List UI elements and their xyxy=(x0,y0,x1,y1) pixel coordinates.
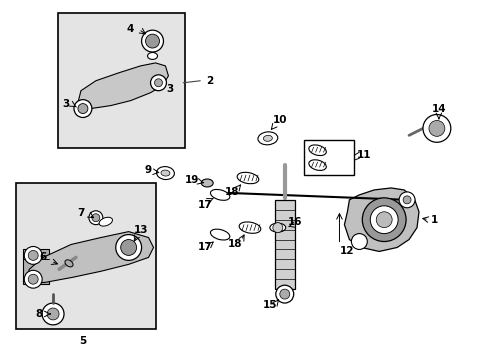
Text: 5: 5 xyxy=(79,336,86,346)
Text: 18: 18 xyxy=(224,187,239,197)
Circle shape xyxy=(279,289,289,299)
Circle shape xyxy=(145,34,159,48)
Circle shape xyxy=(402,196,410,204)
Text: 1: 1 xyxy=(430,215,438,225)
Circle shape xyxy=(24,247,42,264)
Text: 17: 17 xyxy=(198,243,212,252)
Circle shape xyxy=(275,285,293,303)
Circle shape xyxy=(47,308,59,320)
Circle shape xyxy=(74,100,92,117)
Ellipse shape xyxy=(239,222,260,233)
Ellipse shape xyxy=(269,223,285,232)
Circle shape xyxy=(422,114,450,142)
Bar xyxy=(303,140,354,175)
Text: 17: 17 xyxy=(198,200,212,210)
Polygon shape xyxy=(23,249,49,284)
Circle shape xyxy=(42,303,64,325)
Ellipse shape xyxy=(210,189,229,200)
Polygon shape xyxy=(76,63,168,111)
Text: 4: 4 xyxy=(127,24,134,34)
Text: 15: 15 xyxy=(262,300,277,310)
Circle shape xyxy=(142,30,163,52)
Ellipse shape xyxy=(308,160,325,170)
Circle shape xyxy=(28,251,38,260)
Circle shape xyxy=(351,234,366,249)
Ellipse shape xyxy=(147,53,157,59)
Text: 7: 7 xyxy=(77,208,84,218)
Text: 16: 16 xyxy=(287,217,302,227)
Ellipse shape xyxy=(65,260,73,267)
Circle shape xyxy=(121,239,136,255)
Text: 18: 18 xyxy=(227,239,242,249)
Text: 10: 10 xyxy=(272,116,286,126)
Ellipse shape xyxy=(161,170,169,176)
Circle shape xyxy=(398,192,414,208)
Text: 6: 6 xyxy=(40,252,47,262)
Text: 3: 3 xyxy=(166,84,174,94)
Circle shape xyxy=(272,223,282,233)
Text: 3: 3 xyxy=(62,99,69,109)
Bar xyxy=(58,13,185,148)
Circle shape xyxy=(92,214,100,222)
Circle shape xyxy=(150,75,166,91)
Text: 2: 2 xyxy=(206,76,213,86)
Circle shape xyxy=(89,211,102,225)
Polygon shape xyxy=(26,231,153,284)
Circle shape xyxy=(154,79,162,87)
Circle shape xyxy=(375,212,391,228)
Circle shape xyxy=(369,206,397,234)
Ellipse shape xyxy=(99,217,112,226)
Circle shape xyxy=(428,121,444,136)
Text: 19: 19 xyxy=(185,175,199,185)
Polygon shape xyxy=(344,188,418,251)
Text: 14: 14 xyxy=(431,104,445,113)
Ellipse shape xyxy=(308,145,325,156)
Text: 12: 12 xyxy=(340,247,354,256)
Circle shape xyxy=(78,104,88,113)
Text: 11: 11 xyxy=(356,150,371,160)
Text: 13: 13 xyxy=(133,225,147,235)
Bar xyxy=(274,200,294,289)
Circle shape xyxy=(28,274,38,284)
Ellipse shape xyxy=(201,179,213,187)
Circle shape xyxy=(24,270,42,288)
Ellipse shape xyxy=(156,167,174,180)
Text: 8: 8 xyxy=(36,309,43,319)
Text: 9: 9 xyxy=(144,165,152,175)
Bar xyxy=(16,183,155,329)
Ellipse shape xyxy=(257,132,277,145)
Ellipse shape xyxy=(237,172,258,184)
Circle shape xyxy=(116,235,142,260)
Ellipse shape xyxy=(210,229,229,240)
Circle shape xyxy=(362,198,405,242)
Ellipse shape xyxy=(263,135,272,141)
